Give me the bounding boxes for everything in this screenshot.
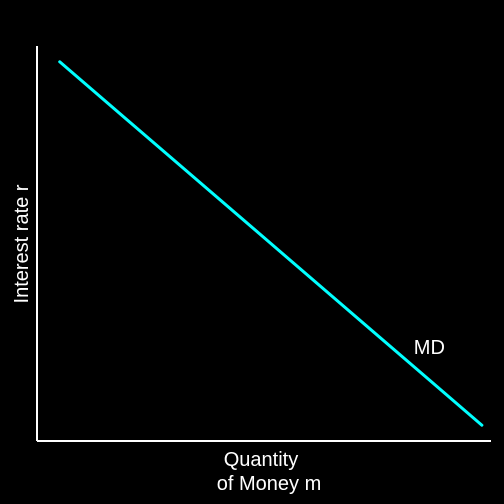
y-axis-label: Interest rate r (11, 184, 33, 303)
series-line-md (58, 60, 484, 427)
series-layer (58, 60, 484, 427)
series-label-md: MD (414, 337, 445, 359)
x-axis-label-line-1: Quantity (224, 449, 298, 471)
x-axis-label-line-2: of Money m (217, 473, 321, 495)
